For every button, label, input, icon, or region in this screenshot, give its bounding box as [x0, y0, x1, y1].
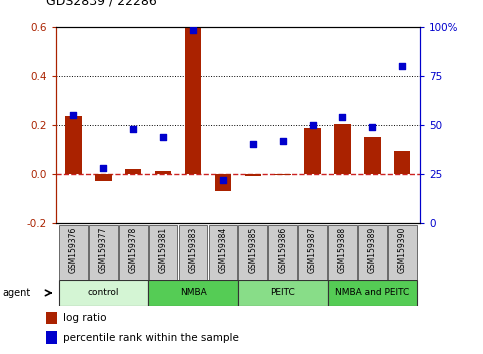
- Bar: [358, 225, 387, 280]
- Text: GSM159377: GSM159377: [99, 227, 108, 273]
- Text: GSM159385: GSM159385: [248, 227, 257, 273]
- Bar: [239, 225, 267, 280]
- Text: GSM159390: GSM159390: [398, 227, 407, 273]
- Bar: [269, 225, 297, 280]
- Bar: [65, 116, 82, 174]
- Point: [249, 142, 256, 147]
- Bar: [59, 225, 88, 280]
- Text: PEITC: PEITC: [270, 289, 295, 297]
- Point: [309, 122, 316, 128]
- Bar: [149, 225, 177, 280]
- Bar: [95, 174, 112, 181]
- Bar: [209, 225, 237, 280]
- Point: [339, 114, 346, 120]
- Text: GSM159383: GSM159383: [188, 227, 198, 273]
- Bar: [274, 174, 291, 175]
- Bar: [244, 174, 261, 176]
- Bar: [89, 225, 118, 280]
- Bar: [46, 312, 57, 324]
- Text: percentile rank within the sample: percentile rank within the sample: [63, 332, 239, 343]
- Point: [369, 124, 376, 130]
- Point: [70, 112, 77, 118]
- Text: GSM159388: GSM159388: [338, 227, 347, 273]
- Point: [219, 177, 227, 183]
- Point: [398, 63, 406, 69]
- Point: [189, 28, 197, 33]
- Text: GSM159387: GSM159387: [308, 227, 317, 273]
- Bar: [185, 28, 201, 174]
- Bar: [58, 280, 148, 306]
- Text: GSM159378: GSM159378: [129, 227, 138, 273]
- Bar: [364, 137, 381, 174]
- Bar: [179, 225, 207, 280]
- Bar: [125, 170, 142, 174]
- Bar: [148, 280, 238, 306]
- Bar: [394, 150, 411, 174]
- Text: GDS2839 / 22286: GDS2839 / 22286: [46, 0, 156, 7]
- Text: GSM159386: GSM159386: [278, 227, 287, 273]
- Bar: [238, 280, 327, 306]
- Bar: [215, 174, 231, 190]
- Text: GSM159376: GSM159376: [69, 227, 78, 273]
- Text: agent: agent: [2, 288, 30, 298]
- Point: [159, 134, 167, 139]
- Text: GSM159389: GSM159389: [368, 227, 377, 273]
- Bar: [46, 331, 57, 344]
- Bar: [334, 124, 351, 174]
- Text: GSM159381: GSM159381: [158, 227, 168, 273]
- Bar: [155, 171, 171, 174]
- Point: [129, 126, 137, 132]
- Text: control: control: [87, 289, 119, 297]
- Text: NMBA: NMBA: [180, 289, 206, 297]
- Text: log ratio: log ratio: [63, 313, 107, 323]
- Bar: [119, 225, 148, 280]
- Point: [99, 165, 107, 171]
- Text: GSM159384: GSM159384: [218, 227, 227, 273]
- Bar: [388, 225, 417, 280]
- Text: NMBA and PEITC: NMBA and PEITC: [335, 289, 410, 297]
- Bar: [327, 280, 417, 306]
- Point: [279, 138, 286, 143]
- Bar: [304, 129, 321, 174]
- Bar: [328, 225, 357, 280]
- Bar: [298, 225, 327, 280]
